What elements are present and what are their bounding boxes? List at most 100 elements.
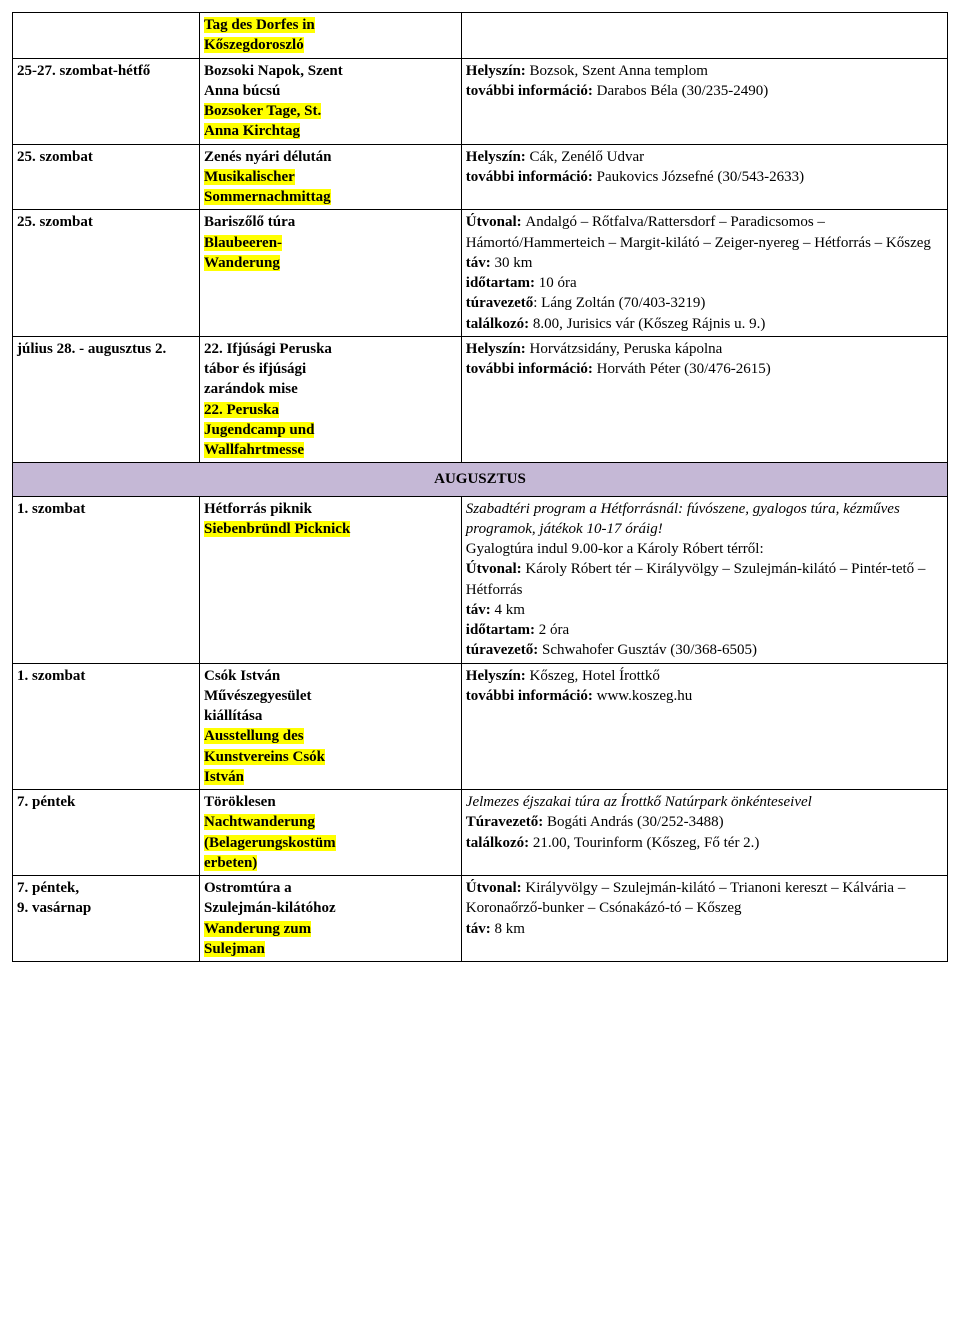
text-segment: Blaubeeren- [204, 235, 282, 251]
events-table: Tag des Dorfes in Kőszegdoroszló25-27. s… [12, 12, 948, 962]
date-cell: 1. szombat [13, 663, 200, 790]
text-segment: Királyvölgy – Szulejmán-kilátó – Trianon… [466, 880, 906, 916]
text-segment: (Belagerungskostüm [204, 835, 336, 851]
table-row: AUGUSZTUS [13, 463, 948, 496]
text-segment: találkozó: [466, 835, 533, 851]
text-segment: 4 km [495, 602, 525, 618]
table-row: Tag des Dorfes in Kőszegdoroszló [13, 13, 948, 59]
text-segment: találkozó: [466, 316, 533, 332]
text-segment: további információ: [466, 169, 597, 185]
details-cell: Szabadtéri program a Hétforrásnál: fúvós… [461, 496, 947, 663]
text-segment: Wallfahrtmesse [204, 442, 304, 458]
details-cell: Jelmezes éjszakai túra az Írottkő Natúrp… [461, 790, 947, 876]
date-text: 25. szombat [17, 149, 93, 165]
details-cell: Útvonal: Királyvölgy – Szulejmán-kilátó … [461, 876, 947, 962]
table-row: 7. péntek TöröklesenNachtwanderung (Belag… [13, 790, 948, 876]
table-row: 1. szombat Hétforrás piknikSiebenbründl P… [13, 496, 948, 663]
date-cell: 25. szombat [13, 144, 200, 210]
table-row: 1. szombatCsók István Művészegyesület ki… [13, 663, 948, 790]
details-cell: Helyszín: Horvátzsidány, Peruska kápolna… [461, 336, 947, 463]
text-segment: Útvonal: [466, 214, 526, 230]
date-cell [13, 13, 200, 59]
text-segment: Sulejman [204, 941, 265, 957]
text-segment: Bariszőlő túra [204, 214, 295, 230]
event-cell: Csók István Művészegyesület kiállításaAu… [200, 663, 462, 790]
date-text: 1. szombat [17, 501, 85, 517]
text-segment: Wanderung [204, 255, 280, 271]
table-row: 25-27. szombat-hétfőBozsoki Napok, Szent… [13, 58, 948, 144]
text-segment: Sommernachmittag [204, 189, 331, 205]
text-segment: Wanderung zum [204, 921, 311, 937]
text-segment: Jugendcamp und [204, 422, 314, 438]
text-segment: kiállítása [204, 708, 262, 724]
text-segment: Zenés nyári délután [204, 149, 332, 165]
text-segment: további információ: [466, 688, 597, 704]
text-segment: Ostromtúra a [204, 880, 292, 896]
text-segment: 21.00, Tourinform (Kőszeg, Fő tér 2.) [533, 835, 760, 851]
details-cell: Helyszín: Kőszeg, Hotel Írottkő további i… [461, 663, 947, 790]
text-segment: Gyalogtúra indul 9.00-kor a Károly Róber… [466, 541, 764, 557]
text-segment: Szulejmán-kilátóhoz [204, 900, 336, 916]
event-cell: TöröklesenNachtwanderung (Belagerungskos… [200, 790, 462, 876]
text-segment: 8 km [495, 921, 525, 937]
text-segment: 22. Ifjúsági Peruska [204, 341, 332, 357]
text-segment: Jelmezes éjszakai túra az Írottkő Natúrp… [466, 794, 812, 810]
details-cell [461, 13, 947, 59]
text-segment: táv: [466, 255, 495, 271]
text-segment: Paukovics Józsefné (30/543-2633) [597, 169, 804, 185]
date-text: 7. péntek [17, 794, 75, 810]
table-row: 7. péntek,9. vasárnap Ostromtúra a Szulej… [13, 876, 948, 962]
date-cell: 7. péntek [13, 790, 200, 876]
text-segment: : Láng Zoltán (70/403-3219) [533, 295, 705, 311]
text-segment: Darabos Béla (30/235-2490) [597, 83, 769, 99]
text-segment: táv: [466, 602, 495, 618]
text-segment: Bozsoki Napok, Szent [204, 63, 343, 79]
text-segment: Helyszín: [466, 149, 530, 165]
text-segment: Horvátzsidány, Peruska kápolna [530, 341, 723, 357]
text-segment: Kunstvereins Csók [204, 749, 325, 765]
text-segment: 2 óra [539, 622, 569, 638]
date-text: július 28. - augusztus 2. [17, 341, 166, 357]
text-segment: 22. Peruska [204, 402, 279, 418]
text-segment: Kőszegdoroszló [204, 37, 304, 53]
text-segment: Töröklesen [204, 794, 276, 810]
text-segment: Kőszeg, Hotel Írottkő [530, 668, 660, 684]
date-cell: július 28. - augusztus 2. [13, 336, 200, 463]
event-cell: Zenés nyári délután Musikalischer Sommern… [200, 144, 462, 210]
text-segment: tábor és ifjúsági [204, 361, 306, 377]
text-segment: időtartam: [466, 622, 539, 638]
text-segment: túravezető [466, 295, 533, 311]
table-row: 25. szombat Zenés nyári délután Musikalisc… [13, 144, 948, 210]
text-segment: Művészegyesület [204, 688, 311, 704]
text-segment: Bogáti András (30/252-3488) [547, 814, 724, 830]
event-cell: Ostromtúra a Szulejmán-kilátóhoz Wanderun… [200, 876, 462, 962]
text-segment: zarándok mise [204, 381, 298, 397]
text-segment: időtartam: [466, 275, 539, 291]
text-segment: további információ: [466, 361, 597, 377]
event-cell: Hétforrás piknikSiebenbründl Picknick [200, 496, 462, 663]
text-segment: Siebenbründl Picknick [204, 521, 350, 537]
text-segment: Tag des Dorfes in [204, 17, 315, 33]
date-cell: 25. szombat [13, 210, 200, 337]
text-segment: Túravezető: [466, 814, 547, 830]
event-cell: Tag des Dorfes in Kőszegdoroszló [200, 13, 462, 59]
text-segment: táv: [466, 921, 495, 937]
text-segment: Anna Kirchtag [204, 123, 300, 139]
text-segment: 8.00, Jurisics vár (Kőszeg Rájnis u. 9.) [533, 316, 765, 332]
text-segment: Károly Róbert tér – Királyvölgy – Szulej… [466, 561, 926, 597]
date-text: 7. péntek,9. vasárnap [17, 880, 91, 916]
text-segment: 30 km [495, 255, 533, 271]
text-segment: 10 óra [539, 275, 577, 291]
text-segment: Musikalischer [204, 169, 295, 185]
text-segment: www.koszeg.hu [597, 688, 693, 704]
details-cell: Helyszín: Cák, Zenélő Udvar további infor… [461, 144, 947, 210]
event-cell: Bozsoki Napok, Szent Anna búcsúBozsoker … [200, 58, 462, 144]
text-segment: Csók István [204, 668, 280, 684]
table-row: 25. szombatBariszőlő túra Blaubeeren- Wand… [13, 210, 948, 337]
text-segment: Helyszín: [466, 63, 530, 79]
date-cell: 25-27. szombat-hétfő [13, 58, 200, 144]
text-segment: Cák, Zenélő Udvar [530, 149, 645, 165]
text-segment: Helyszín: [466, 668, 530, 684]
text-segment: Szabadtéri program a Hétforrásnál: fúvós… [466, 501, 900, 537]
text-segment: erbeten) [204, 855, 257, 871]
